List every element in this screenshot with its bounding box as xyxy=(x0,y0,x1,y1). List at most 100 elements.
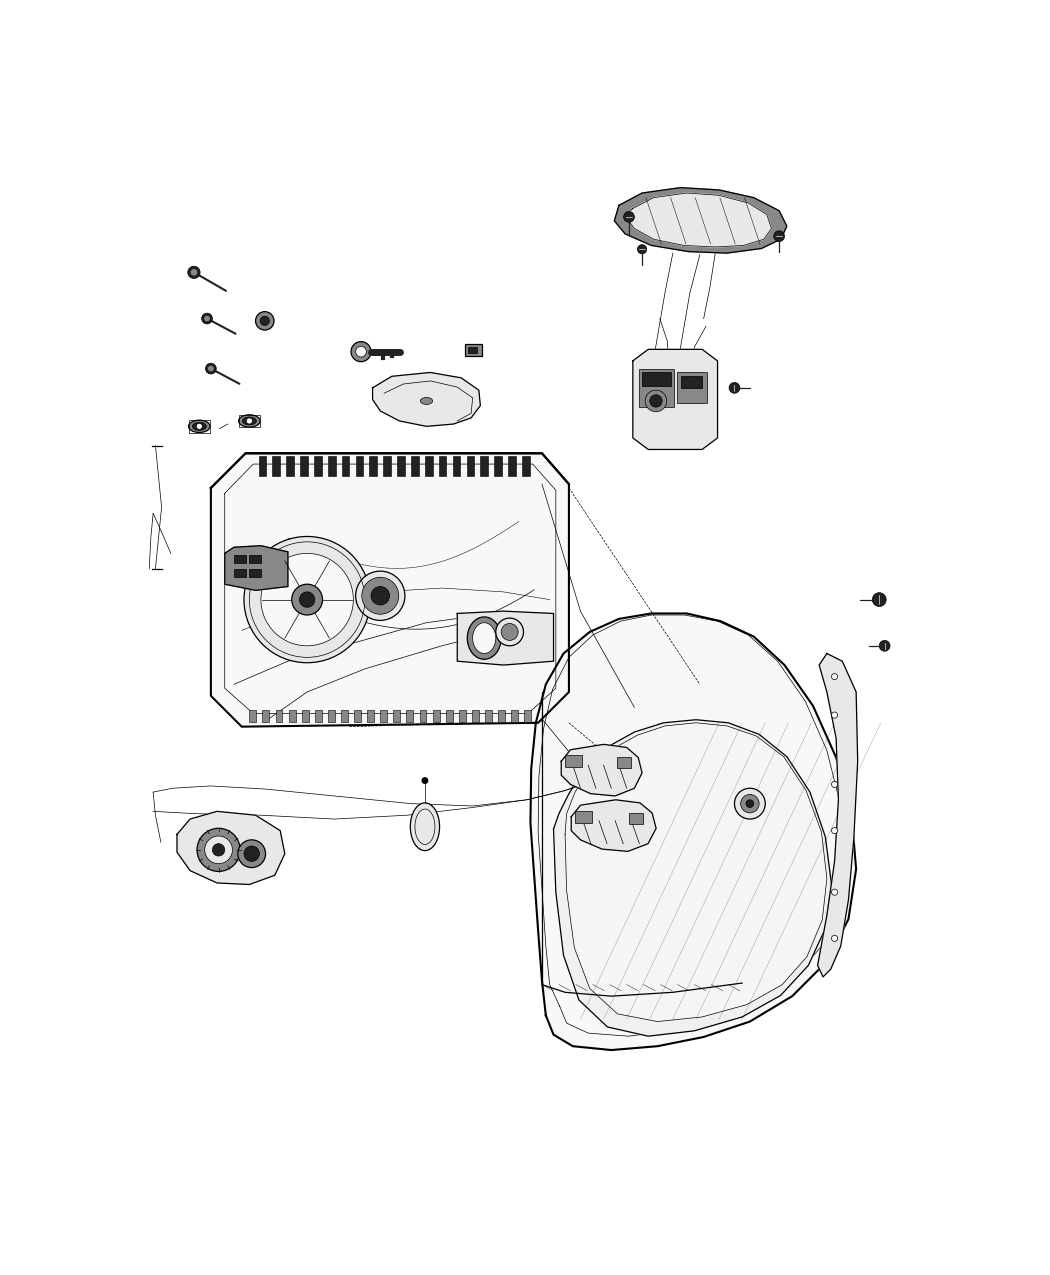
Bar xyxy=(354,710,361,722)
Bar xyxy=(273,456,280,477)
Bar xyxy=(341,456,350,477)
Circle shape xyxy=(208,366,214,372)
Bar xyxy=(468,347,478,353)
Bar xyxy=(262,710,270,722)
Polygon shape xyxy=(177,811,285,885)
Polygon shape xyxy=(553,719,832,1037)
Circle shape xyxy=(299,592,315,607)
Polygon shape xyxy=(373,372,481,426)
Polygon shape xyxy=(565,723,827,1021)
Bar xyxy=(498,710,505,722)
Bar xyxy=(234,569,246,576)
Ellipse shape xyxy=(411,803,440,850)
Bar xyxy=(639,368,674,407)
Circle shape xyxy=(260,316,270,325)
Ellipse shape xyxy=(420,398,433,404)
Bar xyxy=(258,456,267,477)
Bar xyxy=(341,710,348,722)
Circle shape xyxy=(204,315,210,321)
Polygon shape xyxy=(614,187,786,254)
Bar xyxy=(453,456,460,477)
Circle shape xyxy=(729,382,740,393)
Circle shape xyxy=(774,231,784,241)
Circle shape xyxy=(879,640,890,652)
Bar xyxy=(481,456,488,477)
Bar xyxy=(328,456,336,477)
Bar xyxy=(511,710,518,722)
Circle shape xyxy=(873,593,886,607)
Circle shape xyxy=(356,347,366,357)
Bar xyxy=(425,456,433,477)
Bar xyxy=(380,710,387,722)
Bar xyxy=(368,710,374,722)
Circle shape xyxy=(371,586,390,606)
Bar xyxy=(250,710,256,722)
Circle shape xyxy=(496,618,524,646)
Circle shape xyxy=(260,553,353,646)
Circle shape xyxy=(362,578,399,615)
Polygon shape xyxy=(225,546,288,590)
Circle shape xyxy=(832,782,838,788)
Bar xyxy=(328,710,335,722)
Bar xyxy=(680,376,702,388)
Bar xyxy=(677,372,707,403)
Bar xyxy=(466,456,475,477)
Circle shape xyxy=(624,212,634,222)
Bar xyxy=(575,811,592,822)
Bar xyxy=(412,456,419,477)
Bar xyxy=(420,710,426,722)
Polygon shape xyxy=(571,799,656,852)
Bar xyxy=(289,710,296,722)
Ellipse shape xyxy=(238,414,260,427)
Ellipse shape xyxy=(189,421,210,432)
Circle shape xyxy=(212,844,225,856)
Bar xyxy=(397,456,405,477)
Circle shape xyxy=(740,794,759,813)
Bar xyxy=(234,555,246,562)
Polygon shape xyxy=(561,745,643,796)
Bar xyxy=(394,710,400,722)
Circle shape xyxy=(237,840,266,867)
Bar xyxy=(287,456,294,477)
Bar xyxy=(465,344,482,356)
Bar xyxy=(300,456,308,477)
Ellipse shape xyxy=(192,422,207,431)
Bar xyxy=(524,710,531,722)
Circle shape xyxy=(188,266,201,278)
Circle shape xyxy=(206,363,216,374)
Circle shape xyxy=(501,623,518,640)
Bar xyxy=(301,710,309,722)
Circle shape xyxy=(196,423,203,430)
Bar xyxy=(446,710,453,722)
Ellipse shape xyxy=(472,622,496,654)
Bar xyxy=(406,710,414,722)
Bar xyxy=(471,710,479,722)
Circle shape xyxy=(746,799,754,807)
Bar xyxy=(189,421,210,432)
Bar xyxy=(315,710,321,722)
Circle shape xyxy=(255,311,274,330)
Circle shape xyxy=(244,847,259,862)
Polygon shape xyxy=(633,349,717,450)
Bar xyxy=(629,813,644,824)
Circle shape xyxy=(422,778,428,784)
Circle shape xyxy=(637,245,647,254)
Bar xyxy=(370,456,377,477)
Bar xyxy=(314,456,321,477)
Bar xyxy=(250,569,260,576)
Bar xyxy=(439,456,446,477)
Circle shape xyxy=(356,571,405,621)
Circle shape xyxy=(351,342,371,362)
Ellipse shape xyxy=(467,617,501,659)
Bar xyxy=(495,456,502,477)
Bar xyxy=(508,456,516,477)
Circle shape xyxy=(832,827,838,834)
Circle shape xyxy=(190,269,197,277)
Polygon shape xyxy=(530,613,856,1051)
Bar xyxy=(522,456,529,477)
Polygon shape xyxy=(818,654,858,977)
Bar xyxy=(433,710,440,722)
Circle shape xyxy=(650,395,663,407)
Circle shape xyxy=(205,836,232,863)
Circle shape xyxy=(197,829,240,871)
